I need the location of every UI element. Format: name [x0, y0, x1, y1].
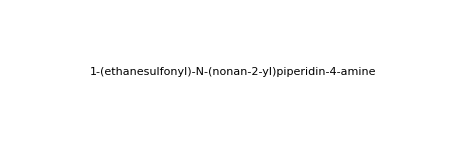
Text: 1-(ethanesulfonyl)-N-(nonan-2-yl)piperidin-4-amine: 1-(ethanesulfonyl)-N-(nonan-2-yl)piperid…	[90, 67, 376, 77]
